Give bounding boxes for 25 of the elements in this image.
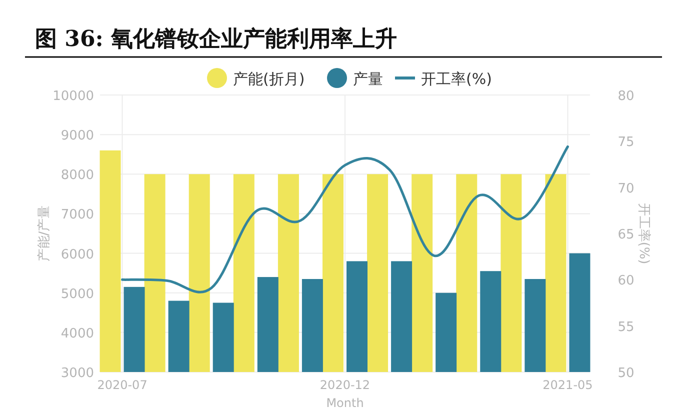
legend-label: 产能(折月) <box>233 70 305 88</box>
y2-tick-label: 70 <box>618 181 634 196</box>
x-tick-label: 2021-05 <box>542 378 593 392</box>
y2-tick-label: 75 <box>618 135 634 150</box>
y2-tick-label: 50 <box>618 366 634 381</box>
y2-axis-title: 开工率(%) <box>636 202 652 264</box>
chart-title: 图 36: 氧化镨钕企业产能利用率上升 <box>35 26 398 52</box>
y2-tick-label: 60 <box>618 274 634 289</box>
x-tick-label: 2020-12 <box>320 378 370 392</box>
y-tick-label: 4000 <box>60 326 94 342</box>
legend-label: 产量 <box>353 70 383 88</box>
y-tick-label: 7000 <box>60 208 94 223</box>
x-axis-title: Month <box>326 396 364 410</box>
y2-tick-label: 80 <box>618 89 634 104</box>
y-tick-label: 8000 <box>60 168 94 184</box>
y-axis-title: 产能/产量 <box>37 205 52 262</box>
y-tick-label: 5000 <box>60 286 94 302</box>
y-tick-label: 6000 <box>60 247 94 262</box>
x-tick-label: 2020-07 <box>97 378 148 392</box>
legend-label: 开工率(%) <box>421 70 492 88</box>
y-tick-label: 3000 <box>60 366 94 381</box>
y-tick-label: 10000 <box>52 89 94 104</box>
y2-tick-label: 65 <box>618 228 634 242</box>
y2-tick-label: 55 <box>618 320 634 335</box>
y-tick-label: 9000 <box>60 128 94 144</box>
